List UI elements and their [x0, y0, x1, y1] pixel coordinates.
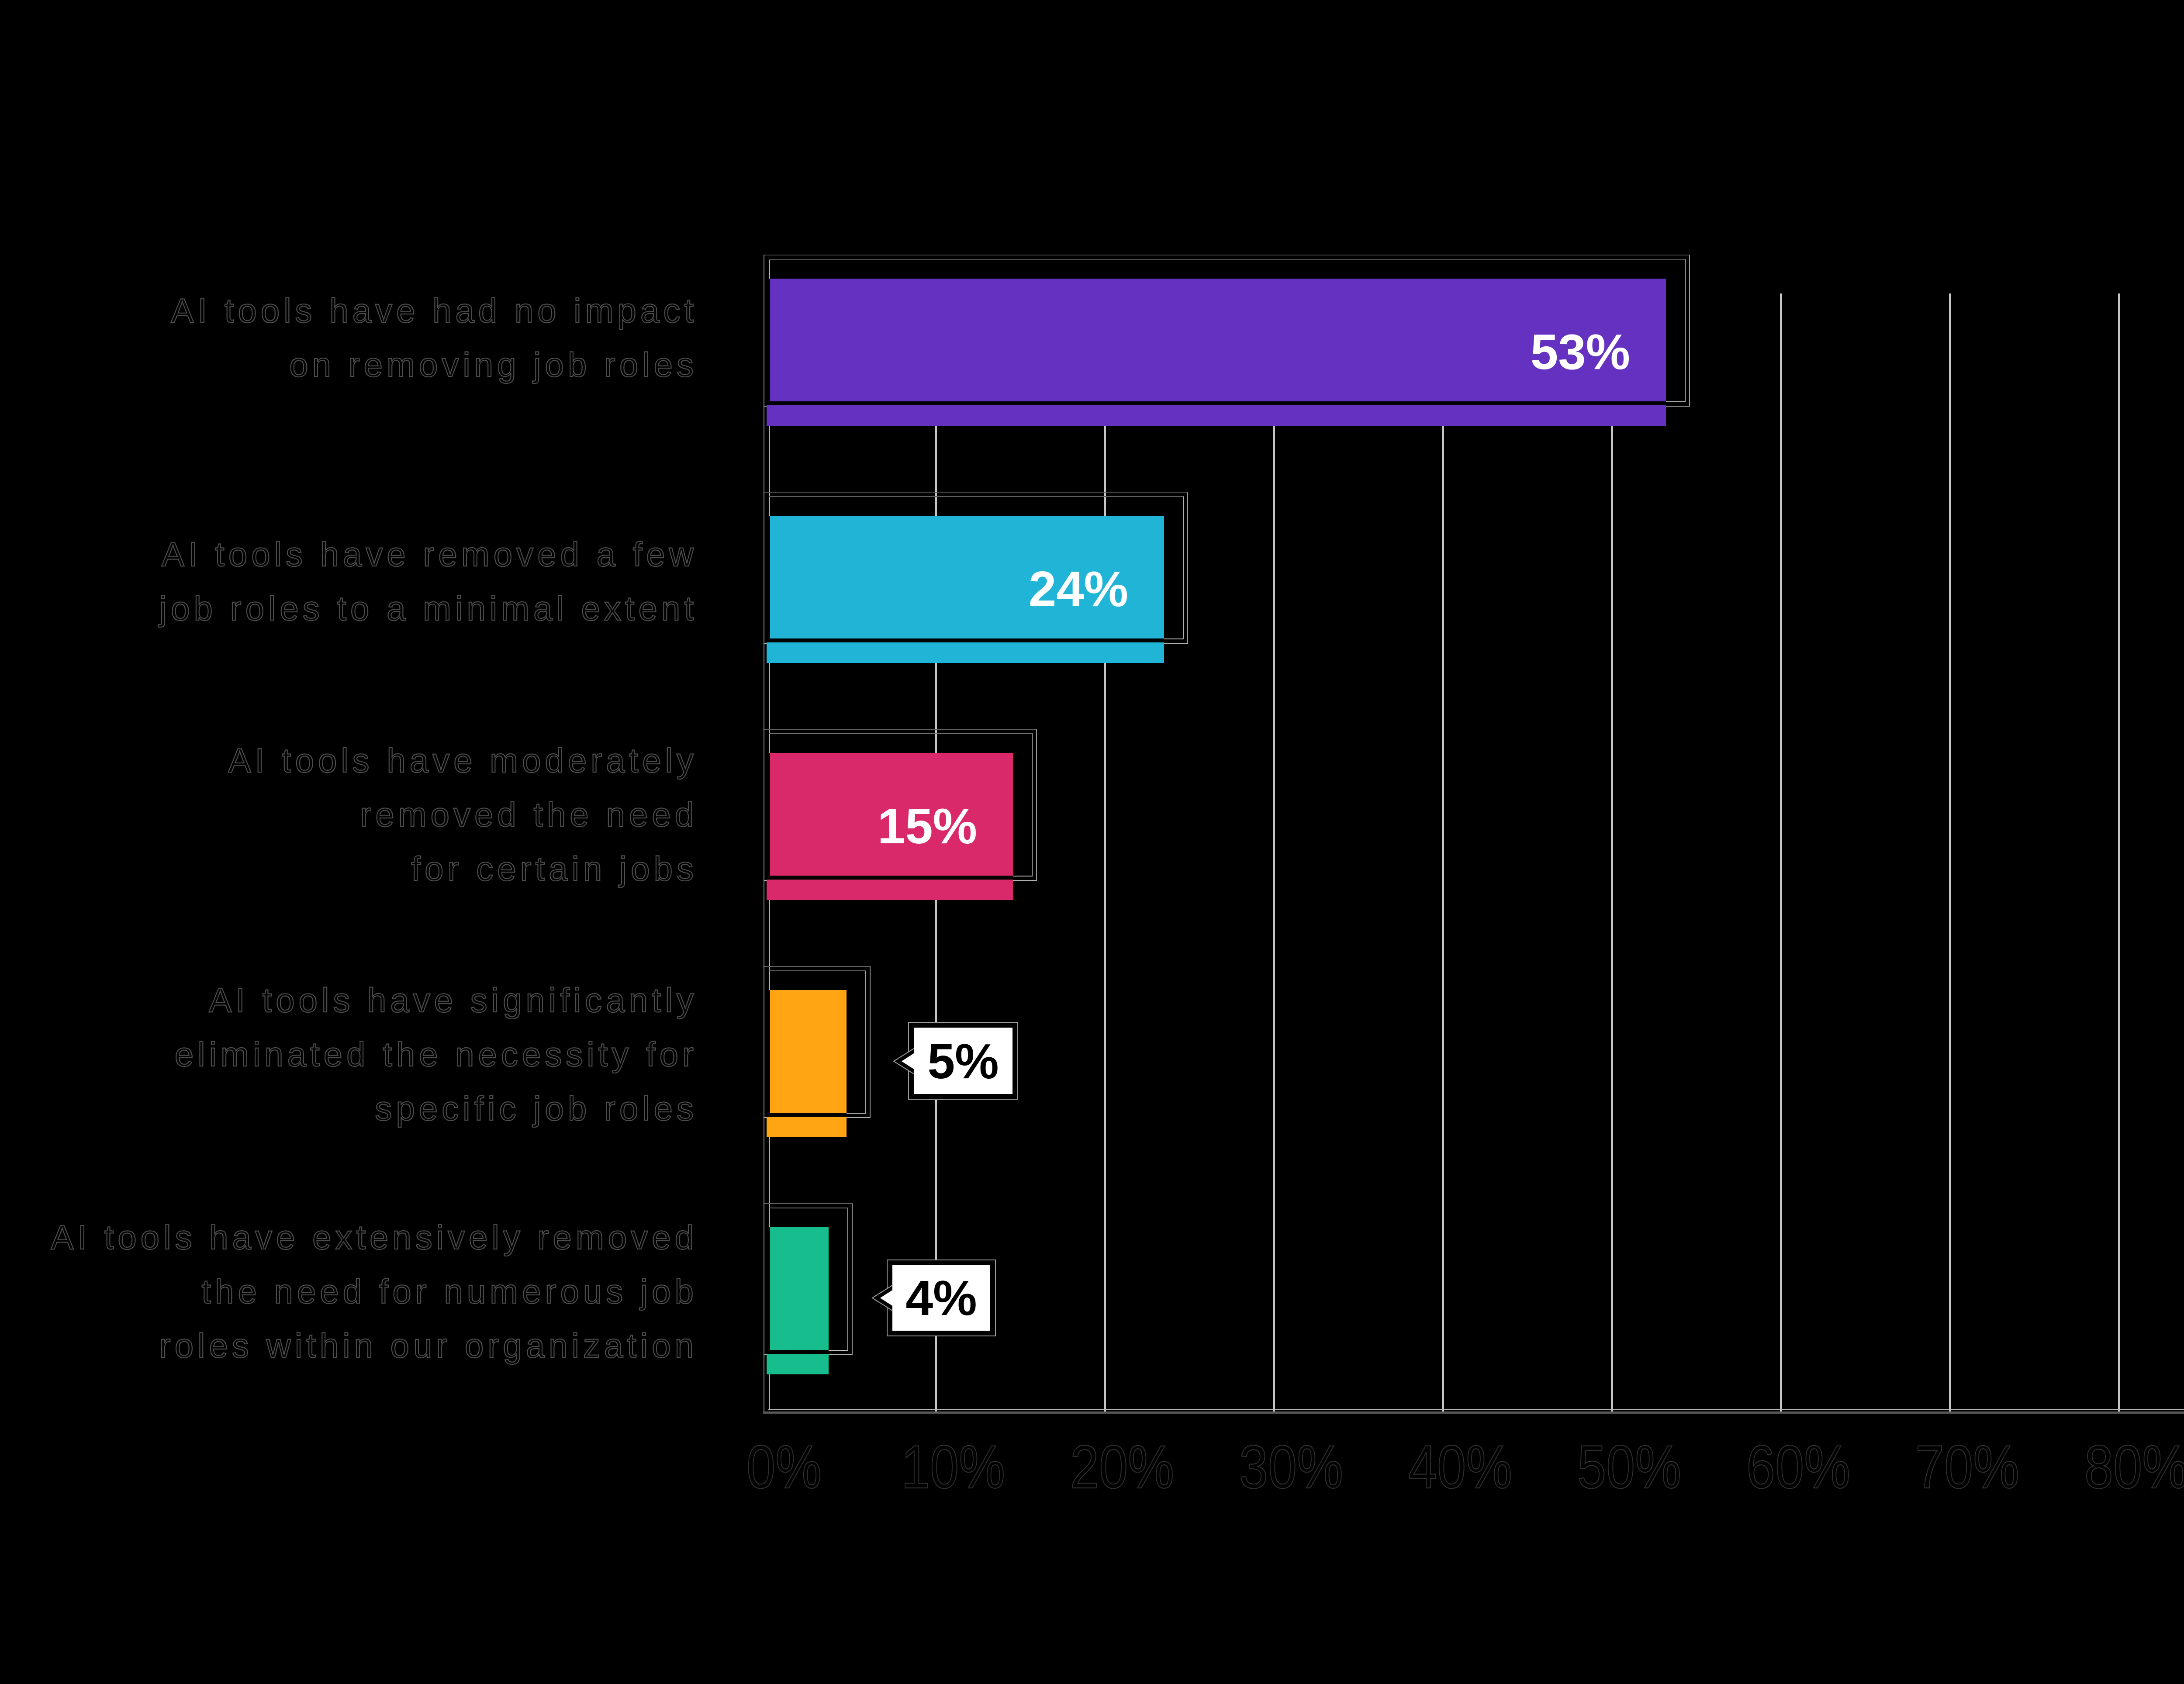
- svg-text:5%: 5%: [927, 1034, 999, 1089]
- svg-text:4%: 4%: [905, 1270, 977, 1325]
